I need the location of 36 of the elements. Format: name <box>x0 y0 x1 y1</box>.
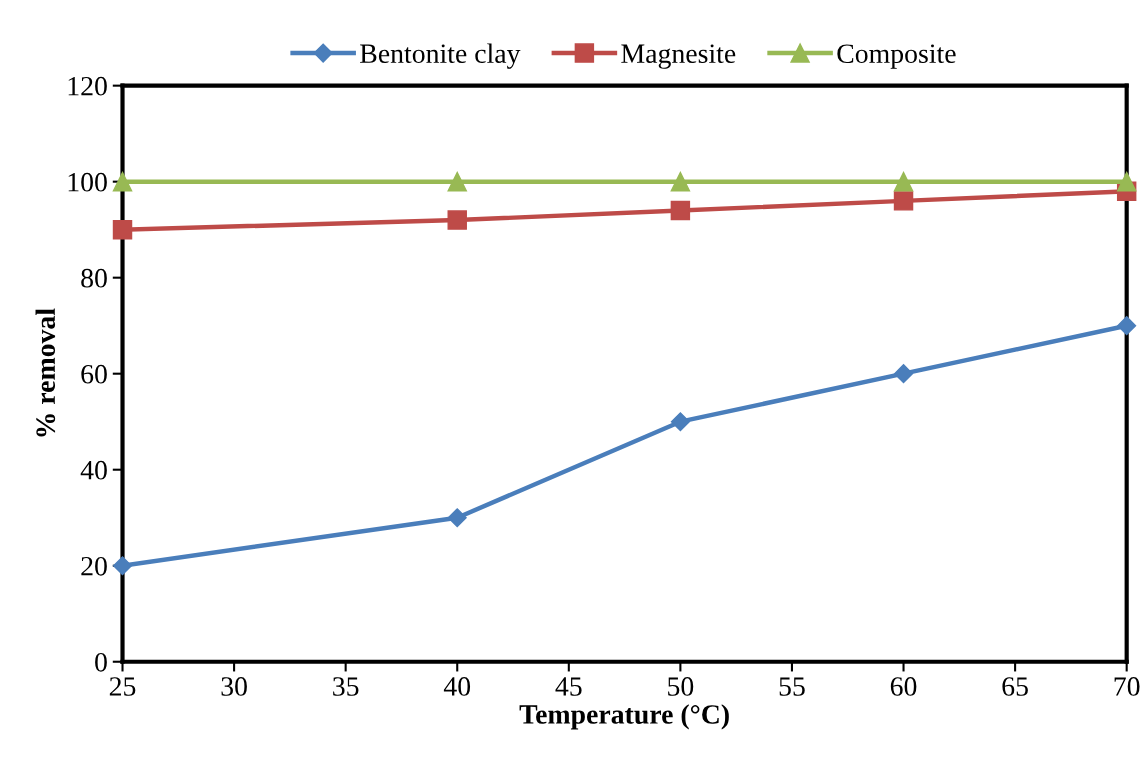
x-tick-label: 40 <box>443 677 471 696</box>
legend-label: Magnesite <box>621 44 736 69</box>
y-tick-label: 60 <box>81 364 107 384</box>
y-tick-label: 120 <box>68 76 107 96</box>
point <box>112 171 133 192</box>
point <box>670 412 690 432</box>
x-tick-label: 35 <box>333 677 359 696</box>
point <box>447 210 467 230</box>
y-axis-title: % removal <box>35 308 56 437</box>
point <box>670 200 691 221</box>
point <box>447 171 467 192</box>
x-tick-label: 25 <box>109 677 136 696</box>
y-tick-label: 40 <box>80 460 107 480</box>
point <box>893 171 914 192</box>
y-tick-label: 80 <box>81 268 107 288</box>
point <box>893 364 914 384</box>
x-tick-label: 55 <box>779 677 805 696</box>
x-tick-label: 60 <box>890 677 917 696</box>
point <box>447 508 467 528</box>
x-tick-label: 65 <box>1002 677 1028 696</box>
point <box>893 191 914 211</box>
point <box>1116 171 1137 192</box>
legend-label: Composite <box>837 44 956 69</box>
legend-label: Bentonite clay <box>360 43 521 69</box>
point <box>112 219 133 240</box>
point <box>112 556 133 576</box>
point <box>1117 316 1137 336</box>
point <box>670 171 691 192</box>
x-tick-label: 70 <box>1114 677 1140 696</box>
y-tick-label: 100 <box>68 172 107 192</box>
y-tick-label: 0 <box>95 652 107 672</box>
x-tick-label: 45 <box>555 677 582 696</box>
x-tick-label: 50 <box>668 677 694 696</box>
x-axis-title: Temperature (°C) <box>519 704 729 730</box>
y-tick-label: 20 <box>81 556 107 576</box>
x-tick-label: 30 <box>221 677 247 696</box>
